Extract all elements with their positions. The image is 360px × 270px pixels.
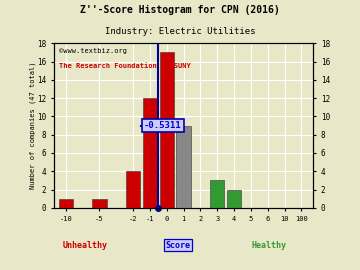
Bar [176,126,191,208]
Text: -0.5311: -0.5311 [144,121,182,130]
Text: The Research Foundation of SUNY: The Research Foundation of SUNY [59,63,191,69]
Text: Score: Score [166,241,191,250]
Bar [126,171,140,208]
Text: Healthy: Healthy [252,241,287,250]
Bar [210,180,224,208]
Bar [92,199,107,208]
Y-axis label: Number of companies (47 total): Number of companies (47 total) [29,62,36,189]
Bar [227,190,241,208]
Bar [59,199,73,208]
Text: Industry: Electric Utilities: Industry: Electric Utilities [105,27,255,36]
Bar [143,98,157,208]
Text: ©www.textbiz.org: ©www.textbiz.org [59,48,127,54]
Text: Unhealthy: Unhealthy [63,241,108,250]
Text: Z''-Score Histogram for CPN (2016): Z''-Score Histogram for CPN (2016) [80,5,280,15]
Bar [159,52,174,208]
